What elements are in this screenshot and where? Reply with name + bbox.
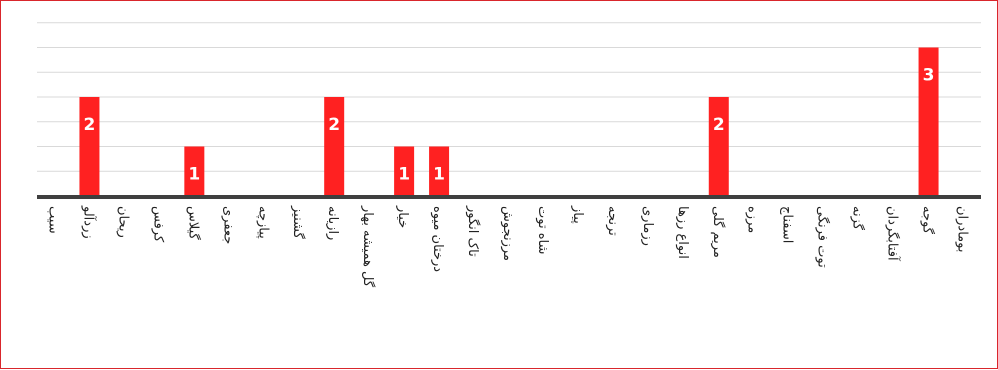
category-label: توت فرنگی (815, 206, 831, 268)
bar (394, 146, 415, 196)
data-label: 2 (84, 115, 96, 135)
bar (708, 97, 729, 196)
bar (184, 146, 205, 196)
category-label: انواع رزها (675, 206, 690, 259)
category-label: جعفری (220, 206, 235, 244)
category-label: پیاز (570, 205, 585, 224)
category-label: زردآلو (80, 205, 97, 239)
category-label: ترنجه (605, 206, 620, 236)
data-label: 1 (433, 165, 445, 185)
category-label: درختان میوه (430, 206, 445, 272)
category-label: مرزنجوش (500, 206, 515, 261)
data-label: 3 (923, 66, 935, 86)
category-label: رزماری (640, 206, 655, 246)
bar (79, 97, 100, 196)
category-label: مرزه (745, 206, 760, 233)
category-label: آفتابگردان (885, 206, 902, 262)
category-label: گوجه (920, 206, 936, 235)
data-label: 2 (328, 115, 340, 135)
category-label: گیلاس (185, 206, 201, 241)
bar (324, 97, 345, 196)
category-label: اسفناج (780, 206, 795, 243)
category-label: گل همیشه بهار (360, 205, 376, 288)
category-label: رازیانه (325, 206, 340, 240)
category-label: خیار (395, 205, 410, 228)
category-label: بومادران (955, 206, 970, 252)
data-label: 1 (188, 165, 200, 185)
category-label: ریحان (115, 206, 130, 238)
category-label: تاک انگور (465, 205, 481, 257)
data-label: 1 (398, 165, 410, 185)
data-label: 2 (713, 115, 725, 135)
category-label: سیب (45, 206, 60, 234)
category-label: مریم گلی (710, 206, 726, 258)
bar (918, 47, 939, 196)
category-label: پیازچه (255, 206, 270, 239)
category-label: کرفس (150, 206, 165, 243)
category-label: گشنیز (290, 205, 306, 240)
category-label: گزنه (850, 206, 866, 231)
category-label: شاه توت (535, 206, 550, 254)
bar (429, 146, 450, 196)
